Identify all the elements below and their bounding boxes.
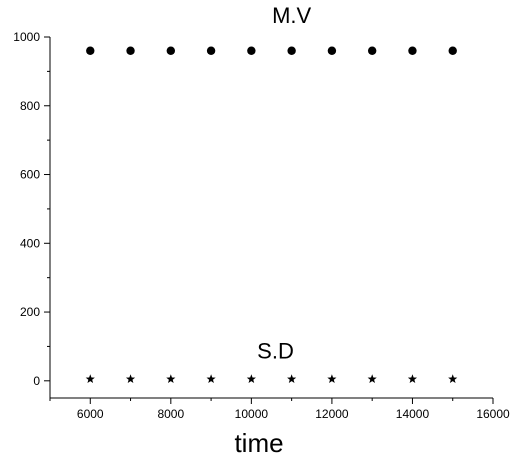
data-point-star	[125, 374, 136, 383]
data-point-circle	[327, 46, 337, 55]
data-point-circle	[448, 46, 457, 55]
data-point-circle	[166, 46, 176, 55]
y-tick-label: 0	[33, 374, 40, 388]
annotation-label: M.V	[272, 3, 311, 28]
data-point-circle	[408, 46, 417, 55]
data-point-circle	[287, 46, 296, 55]
data-point-star	[448, 374, 458, 383]
data-point-circle	[247, 46, 256, 55]
data-point-circle	[206, 46, 216, 55]
y-tick-label: 1000	[13, 30, 40, 44]
y-tick-label: 800	[20, 99, 40, 113]
data-point-circle	[86, 46, 95, 55]
x-tick-label: 16000	[476, 407, 510, 421]
data-points	[85, 46, 458, 383]
x-tick-label: 14000	[396, 407, 430, 421]
x-tick-label: 10000	[235, 407, 269, 421]
annotations: M.V S.D	[257, 3, 311, 363]
x-tick-label: 8000	[157, 407, 184, 421]
data-point-star	[166, 374, 176, 383]
y-axis-ticks: 0 200 400 600 800 1000	[13, 30, 50, 388]
x-axis-ticks: 6000 8000 10000 12000 14000 16000	[49, 398, 510, 421]
plot-area: 0 200 400 600 800 1000 6000 8000 10000 12000 1400…	[13, 3, 510, 458]
data-point-star	[327, 374, 337, 383]
x-tick-label: 12000	[315, 407, 349, 421]
data-point-star	[206, 374, 216, 383]
y-tick-label: 400	[20, 236, 40, 250]
y-tick-label: 600	[20, 168, 40, 182]
y-tick-label: 200	[20, 305, 40, 319]
data-point-circle	[367, 46, 377, 55]
data-point-star	[85, 374, 95, 383]
data-point-circle	[126, 46, 135, 55]
data-point-star	[407, 374, 418, 383]
data-point-star	[246, 374, 256, 383]
annotation-label: S.D	[257, 338, 294, 363]
x-axis-title: time	[234, 428, 283, 458]
data-point-star	[287, 374, 297, 383]
x-tick-label: 6000	[77, 407, 104, 421]
data-point-star	[367, 374, 377, 383]
